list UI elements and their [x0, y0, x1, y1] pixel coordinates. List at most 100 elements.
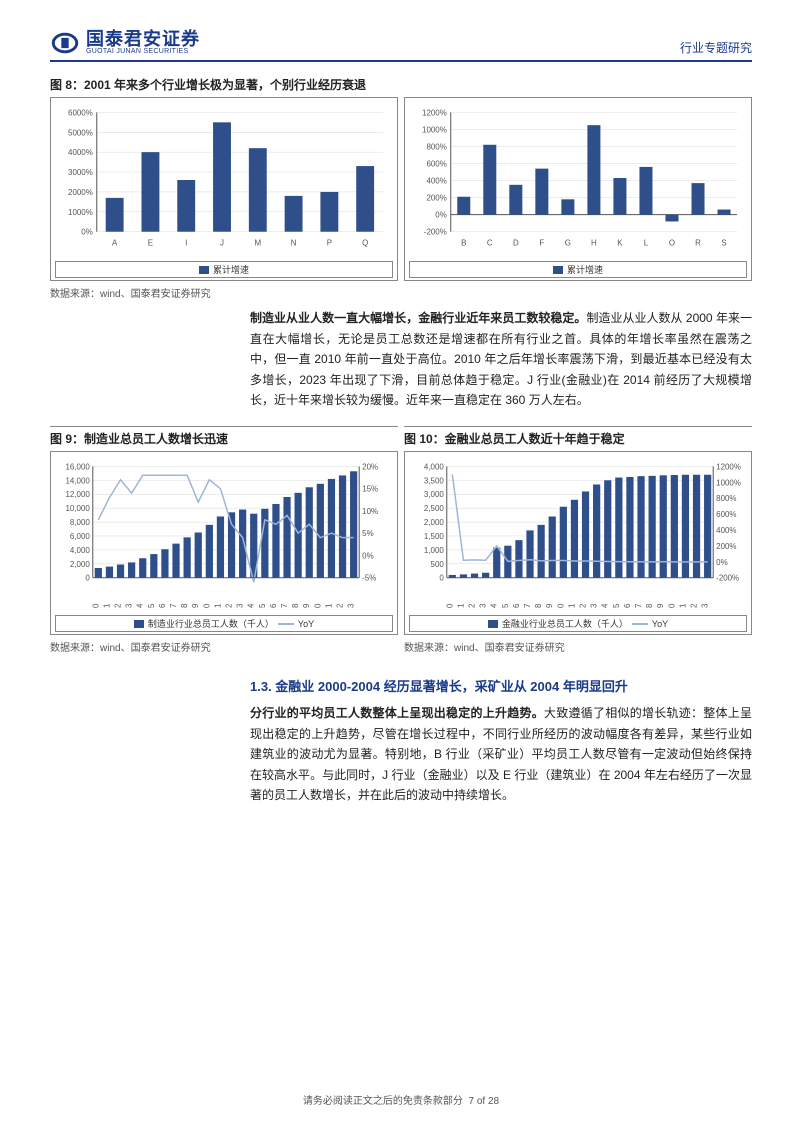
svg-text:F: F — [539, 239, 544, 248]
legend-line-label: YoY — [652, 619, 668, 629]
svg-text:14,000: 14,000 — [66, 477, 91, 486]
legend-line-label: YoY — [298, 619, 314, 629]
svg-text:0: 0 — [439, 574, 444, 583]
svg-text:16,000: 16,000 — [66, 463, 91, 472]
svg-text:2002: 2002 — [468, 603, 477, 608]
svg-text:20%: 20% — [362, 463, 378, 472]
svg-text:2001: 2001 — [102, 603, 111, 608]
para2-lead: 分行业的平均员工人数整体上呈现出稳定的上升趋势。 — [250, 706, 544, 720]
svg-text:N: N — [291, 239, 297, 248]
svg-text:2014: 2014 — [601, 603, 610, 608]
svg-text:2011: 2011 — [567, 603, 576, 608]
svg-text:6,000: 6,000 — [70, 532, 90, 541]
svg-text:8,000: 8,000 — [70, 518, 90, 527]
svg-text:E: E — [148, 239, 153, 248]
brand-logo: 国泰君安证券 GUOTAI JUNAN SECURITIES — [50, 30, 200, 56]
svg-text:15%: 15% — [362, 485, 378, 494]
page-header: 国泰君安证券 GUOTAI JUNAN SECURITIES 行业专题研究 — [50, 30, 752, 62]
svg-text:600%: 600% — [426, 160, 446, 169]
svg-text:2012: 2012 — [225, 603, 234, 608]
svg-text:R: R — [695, 239, 701, 248]
footer-page: 7 of 28 — [468, 1096, 499, 1107]
fig8-right-chart: -200%0%200%400%600%800%1000%1200%BCDFGHK… — [404, 97, 752, 281]
svg-text:2004: 2004 — [136, 603, 145, 608]
fig10-chart: 05001,0001,5002,0002,5003,0003,5004,000-… — [404, 451, 752, 635]
svg-text:J: J — [220, 239, 224, 248]
svg-text:-200%: -200% — [424, 228, 447, 237]
footer-disclaimer: 请务必阅读正文之后的免责条款部分 — [303, 1096, 463, 1107]
svg-text:2017: 2017 — [280, 603, 289, 608]
para1-lead: 制造业从业人数一直大幅增长，金融行业近年来员工数较稳定。 — [250, 311, 586, 325]
svg-text:2018: 2018 — [291, 603, 300, 608]
svg-text:1,500: 1,500 — [424, 532, 444, 541]
svg-text:2005: 2005 — [501, 603, 510, 608]
svg-text:800%: 800% — [716, 495, 736, 504]
svg-text:2003: 2003 — [479, 603, 488, 608]
svg-text:L: L — [644, 239, 649, 248]
legend-bar-label: 金融业行业总员工人数（千人） — [502, 617, 628, 630]
svg-text:2023: 2023 — [701, 603, 710, 608]
svg-text:2021: 2021 — [678, 603, 687, 608]
svg-text:1200%: 1200% — [716, 463, 741, 472]
svg-text:I: I — [185, 239, 187, 248]
svg-text:2004: 2004 — [490, 603, 499, 608]
svg-text:0%: 0% — [435, 211, 446, 220]
svg-text:4,000: 4,000 — [70, 546, 90, 555]
svg-text:4,000: 4,000 — [424, 463, 444, 472]
legend-line-swatch — [632, 623, 648, 625]
svg-text:2000: 2000 — [91, 603, 100, 608]
legend-swatch — [199, 266, 209, 274]
svg-text:2010: 2010 — [556, 603, 565, 608]
section-1-3-heading: 1.3. 金融业 2000-2004 经历显著增长，采矿业从 2004 年明显回… — [250, 676, 752, 695]
svg-text:800%: 800% — [426, 143, 446, 152]
svg-text:2006: 2006 — [512, 603, 521, 608]
svg-text:200%: 200% — [716, 542, 736, 551]
svg-text:1,000: 1,000 — [424, 546, 444, 555]
header-category: 行业专题研究 — [680, 39, 752, 56]
svg-text:2022: 2022 — [690, 603, 699, 608]
svg-text:2016: 2016 — [623, 603, 632, 608]
svg-text:O: O — [669, 239, 675, 248]
svg-text:2008: 2008 — [180, 603, 189, 608]
svg-text:2015: 2015 — [258, 603, 267, 608]
svg-text:C: C — [487, 239, 493, 248]
svg-text:Q: Q — [362, 239, 368, 248]
svg-text:M: M — [254, 239, 261, 248]
svg-text:P: P — [327, 239, 332, 248]
fig10-legend: 金融业行业总员工人数（千人） YoY — [409, 615, 747, 632]
paragraph-1: 制造业从业人数一直大幅增长，金融行业近年来员工数较稳定。制造业从业人数从 200… — [250, 308, 752, 410]
svg-text:2019: 2019 — [656, 603, 665, 608]
svg-text:2005: 2005 — [147, 603, 156, 608]
svg-text:400%: 400% — [716, 526, 736, 535]
fig8-left-chart: 0%1000%2000%3000%4000%5000%6000%AEIJMNPQ… — [50, 97, 398, 281]
svg-text:2012: 2012 — [579, 603, 588, 608]
svg-text:2002: 2002 — [114, 603, 123, 608]
svg-text:3,500: 3,500 — [424, 477, 444, 486]
svg-text:2022: 2022 — [336, 603, 345, 608]
svg-text:4000%: 4000% — [68, 149, 93, 158]
fig8-source: 数据来源：wind、国泰君安证券研究 — [50, 285, 752, 300]
fig9-source: 数据来源：wind、国泰君安证券研究 — [50, 639, 398, 654]
svg-text:2000: 2000 — [445, 603, 454, 608]
svg-text:0%: 0% — [81, 228, 92, 237]
svg-text:2009: 2009 — [545, 603, 554, 608]
svg-text:0%: 0% — [362, 552, 373, 561]
svg-text:1000%: 1000% — [422, 126, 447, 135]
logo-text-en: GUOTAI JUNAN SECURITIES — [86, 48, 200, 56]
svg-text:2006: 2006 — [158, 603, 167, 608]
logo-icon — [50, 32, 80, 54]
svg-text:2020: 2020 — [313, 603, 322, 608]
svg-text:1000%: 1000% — [716, 479, 741, 488]
svg-text:2011: 2011 — [213, 603, 222, 608]
svg-text:10,000: 10,000 — [66, 504, 91, 513]
svg-text:2018: 2018 — [645, 603, 654, 608]
svg-text:2016: 2016 — [269, 603, 278, 608]
legend-bar-label: 制造业行业总员工人数（千人） — [148, 617, 274, 630]
fig10-source: 数据来源：wind、国泰君安证券研究 — [404, 639, 752, 654]
svg-text:1200%: 1200% — [422, 109, 447, 118]
legend-label: 累计增速 — [213, 263, 249, 276]
legend-swatch — [553, 266, 563, 274]
svg-text:D: D — [513, 239, 519, 248]
fig8-right-legend: 累计增速 — [409, 261, 747, 278]
svg-text:2009: 2009 — [191, 603, 200, 608]
